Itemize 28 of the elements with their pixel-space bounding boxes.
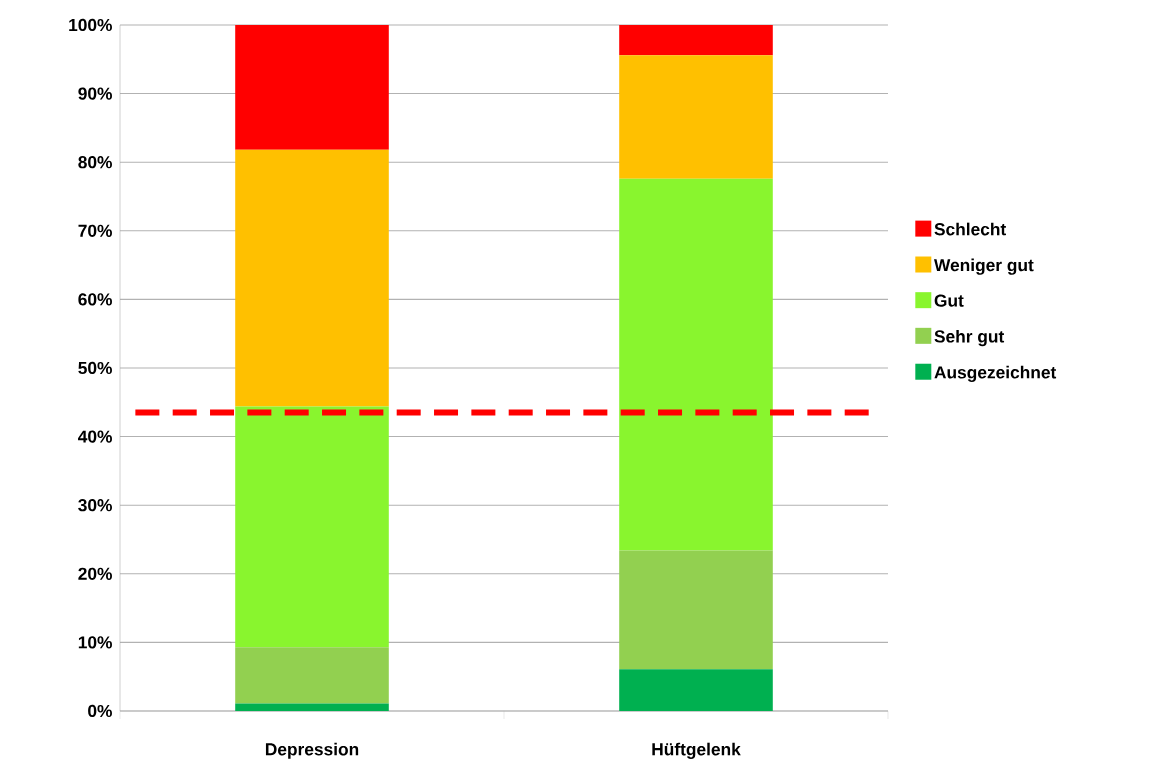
bar: [235, 24, 389, 150]
y-tick-label: 90%: [78, 87, 112, 100]
bar: [619, 178, 773, 551]
legend-label: Schlecht: [934, 222, 1007, 236]
bar: [619, 669, 773, 711]
y-tick-label: 10%: [78, 636, 112, 649]
y-tick-label: 20%: [78, 567, 112, 580]
bar: [619, 550, 773, 670]
bar: [235, 647, 389, 704]
bar: [619, 24, 773, 56]
y-tick-label: 50%: [78, 361, 112, 375]
y-tick-label: 100%: [69, 18, 112, 32]
legend-label: Ausgezeichnet: [934, 365, 1057, 383]
x-tick-label: Depression: [265, 742, 359, 759]
legend-label: Gut: [934, 294, 964, 307]
x-tick-label: Hüftgelenk: [652, 742, 741, 759]
bar: [619, 55, 773, 179]
y-tick-label: 40%: [78, 430, 112, 443]
y-tick-label: 0%: [88, 704, 112, 718]
bar: [235, 149, 389, 407]
y-tick-label: 30%: [78, 499, 112, 512]
legend-label: Sehr gut: [934, 329, 1005, 347]
y-tick-label: 70%: [78, 224, 112, 237]
bar: [235, 703, 389, 711]
legend-label: Weniger gut: [933, 258, 1034, 275]
y-tick-label: 80%: [78, 156, 112, 169]
y-tick-label: 60%: [78, 293, 112, 306]
bar: [235, 406, 389, 648]
